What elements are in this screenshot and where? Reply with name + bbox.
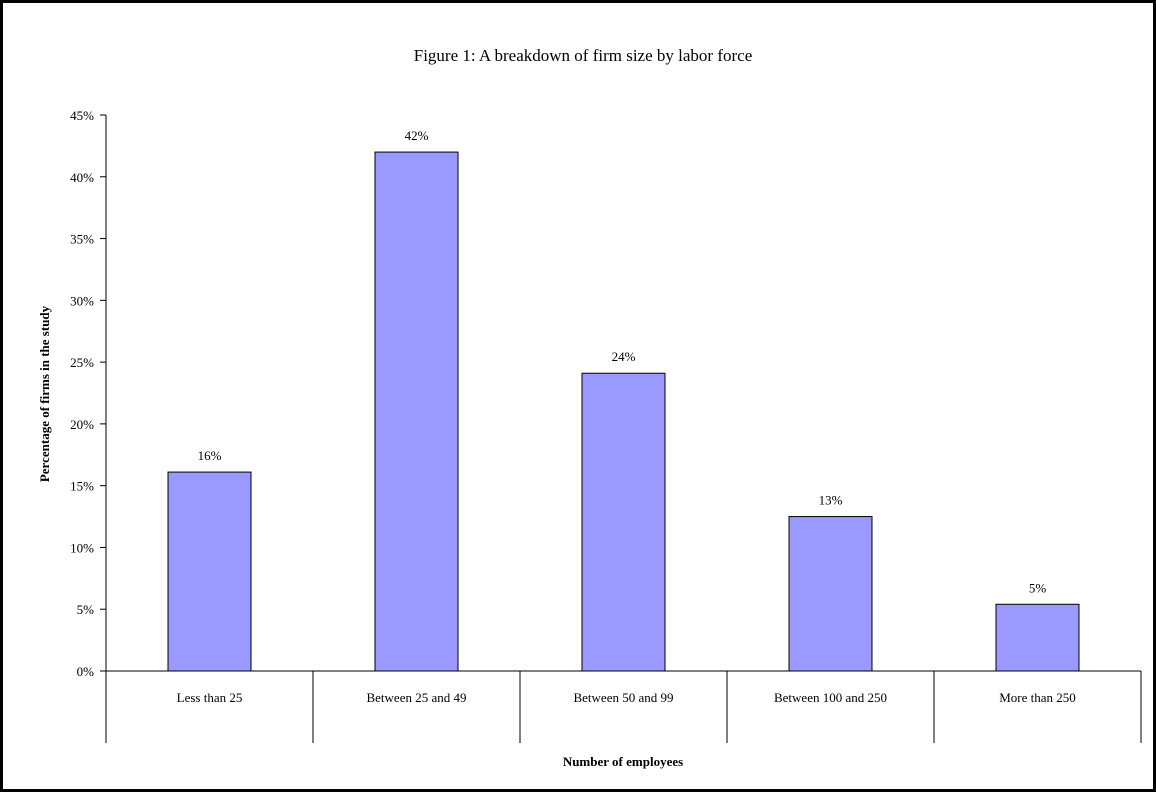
y-tick-label: 5% xyxy=(77,602,95,617)
bar-value-label: 16% xyxy=(198,448,222,463)
bar-chart: Figure 1: A breakdown of firm size by la… xyxy=(37,46,1142,769)
y-tick-label: 10% xyxy=(70,540,94,555)
y-tick-label: 25% xyxy=(70,355,94,370)
x-tick-label: Less than 25 xyxy=(177,690,243,705)
y-tick-label: 0% xyxy=(77,664,95,679)
y-tick-label: 35% xyxy=(70,232,94,247)
bar-value-label: 13% xyxy=(819,493,843,508)
bar-1 xyxy=(167,471,252,672)
y-tick-label: 30% xyxy=(70,293,94,308)
bar-2 xyxy=(374,151,459,672)
x-axis-label: Number of employees xyxy=(563,754,683,769)
x-tick-label: Between 50 and 99 xyxy=(573,690,673,705)
plot-area: 0% 5% 10% 15% 20% 25% 30% 35% 40% 45% 16% Less than… xyxy=(70,108,1142,743)
bar-value-label: 24% xyxy=(612,349,636,364)
y-tick-label: 40% xyxy=(70,170,94,185)
bar-value-label: 5% xyxy=(1029,580,1047,595)
y-axis-label: Percentage of firms in the study xyxy=(37,305,52,482)
x-tick-label: Between 25 and 49 xyxy=(366,690,466,705)
x-tick-label: Between 100 and 250 xyxy=(774,690,887,705)
bar-3 xyxy=(581,372,666,672)
x-tick-label: More than 250 xyxy=(999,690,1076,705)
y-tick-label: 45% xyxy=(70,108,94,123)
y-tick-label: 15% xyxy=(70,479,94,494)
chart-title: Figure 1: A breakdown of firm size by la… xyxy=(414,46,753,65)
bar-4 xyxy=(788,516,873,672)
bar-5 xyxy=(995,603,1080,672)
bar-value-label: 42% xyxy=(405,128,429,143)
y-tick-label: 20% xyxy=(70,417,94,432)
